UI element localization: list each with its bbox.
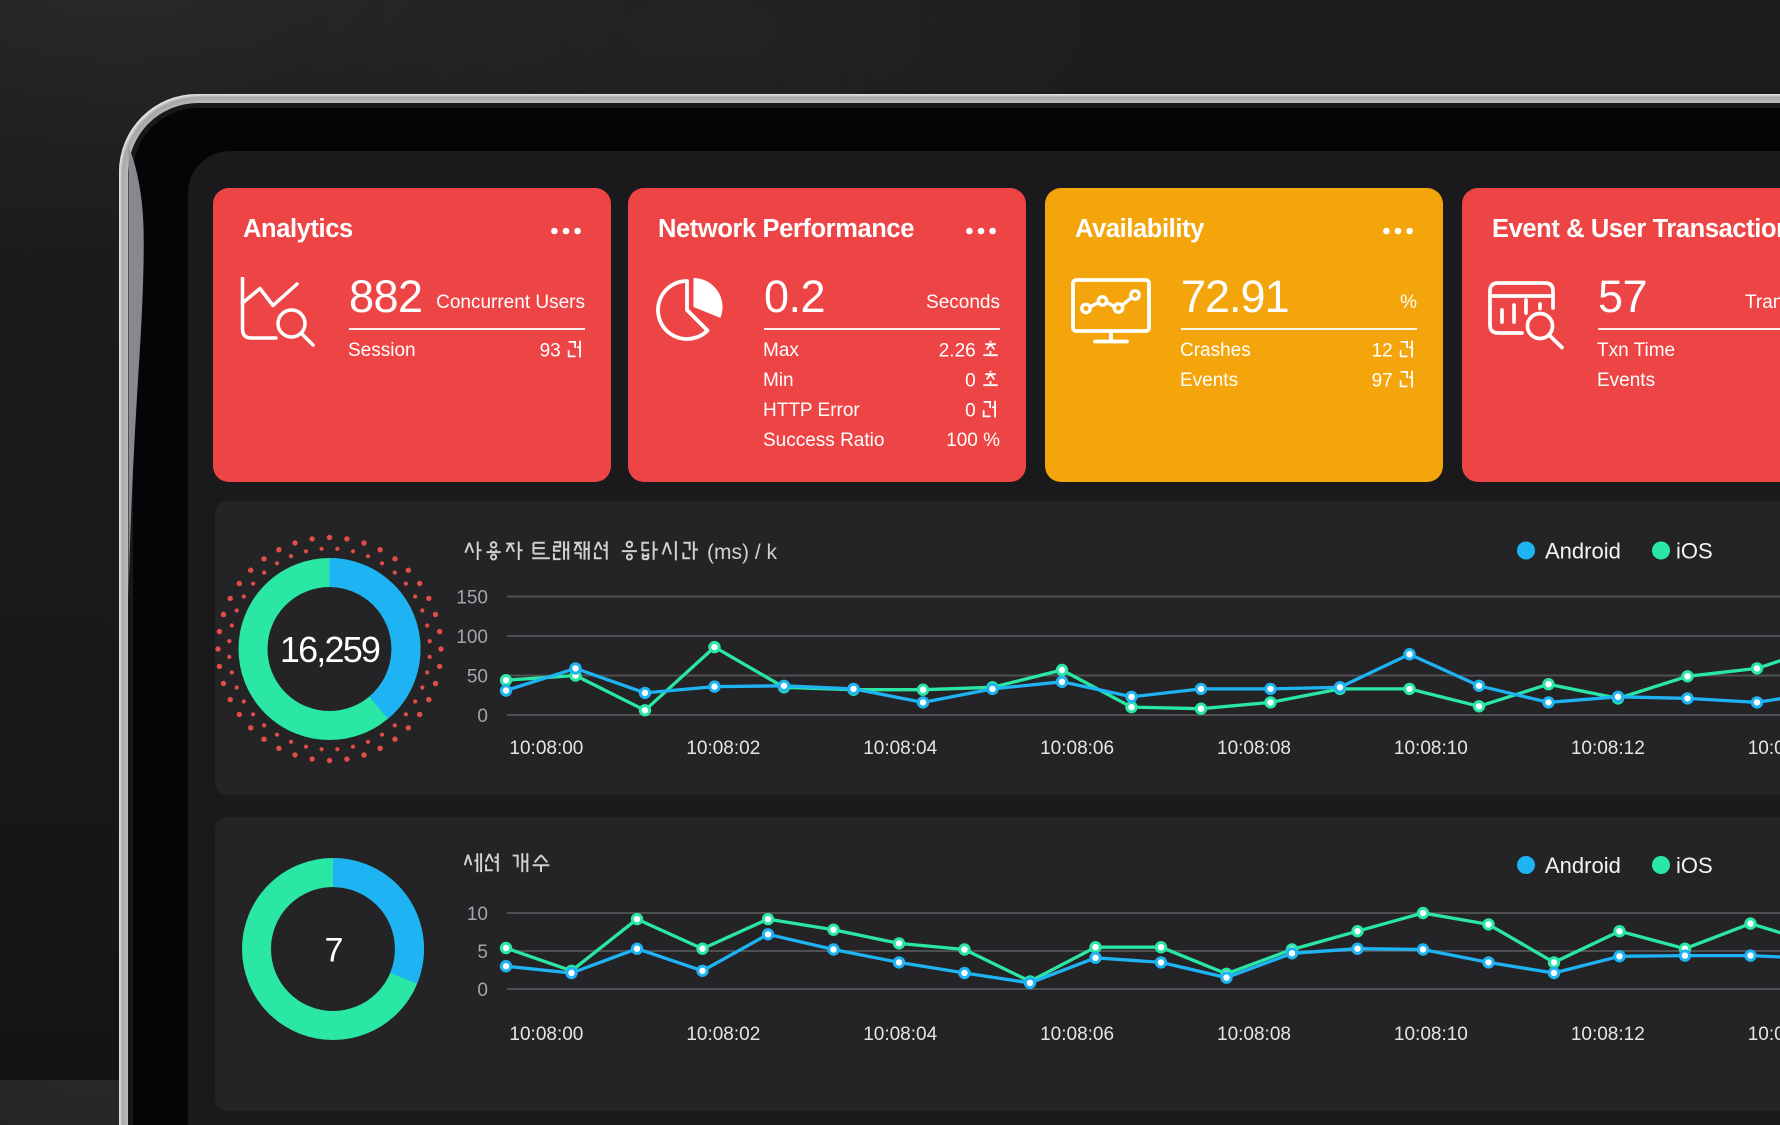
svg-text:iOS: iOS [1676,853,1713,878]
svg-text:10:08:02: 10:08:02 [686,738,760,759]
svg-text:10:08:04: 10:08:04 [863,1024,937,1045]
svg-text:iOS: iOS [1676,539,1713,564]
svg-text:16,259: 16,259 [280,629,380,670]
svg-text:10: 10 [467,904,488,925]
svg-text:10:08:14: 10:08:14 [1748,738,1780,759]
svg-text:10:08:10: 10:08:10 [1394,738,1468,759]
svg-text:150: 150 [456,588,488,609]
svg-text:0: 0 [477,706,488,727]
svg-text:Android: Android [1545,539,1621,564]
svg-text:5: 5 [477,942,488,963]
svg-text:10:08:14: 10:08:14 [1748,1024,1780,1045]
svg-text:0: 0 [477,980,488,1001]
svg-text:10:08:12: 10:08:12 [1571,1024,1645,1045]
svg-text:50: 50 [467,667,488,688]
svg-text:10:08:04: 10:08:04 [863,738,937,759]
svg-text:10:08:08: 10:08:08 [1217,738,1291,759]
svg-text:10:08:02: 10:08:02 [686,1024,760,1045]
svg-text:10:08:12: 10:08:12 [1571,738,1645,759]
svg-text:7: 7 [324,931,342,969]
svg-text:10:08:10: 10:08:10 [1394,1024,1468,1045]
svg-text:10:08:06: 10:08:06 [1040,1024,1114,1045]
svg-text:10:08:00: 10:08:00 [509,738,583,759]
svg-text:10:08:06: 10:08:06 [1040,738,1114,759]
svg-text:10:08:08: 10:08:08 [1217,1024,1291,1045]
svg-text:10:08:00: 10:08:00 [509,1024,583,1045]
svg-text:100: 100 [456,627,488,648]
svg-text:(ms) / k: (ms) / k [707,541,777,564]
svg-text:Android: Android [1545,853,1621,878]
